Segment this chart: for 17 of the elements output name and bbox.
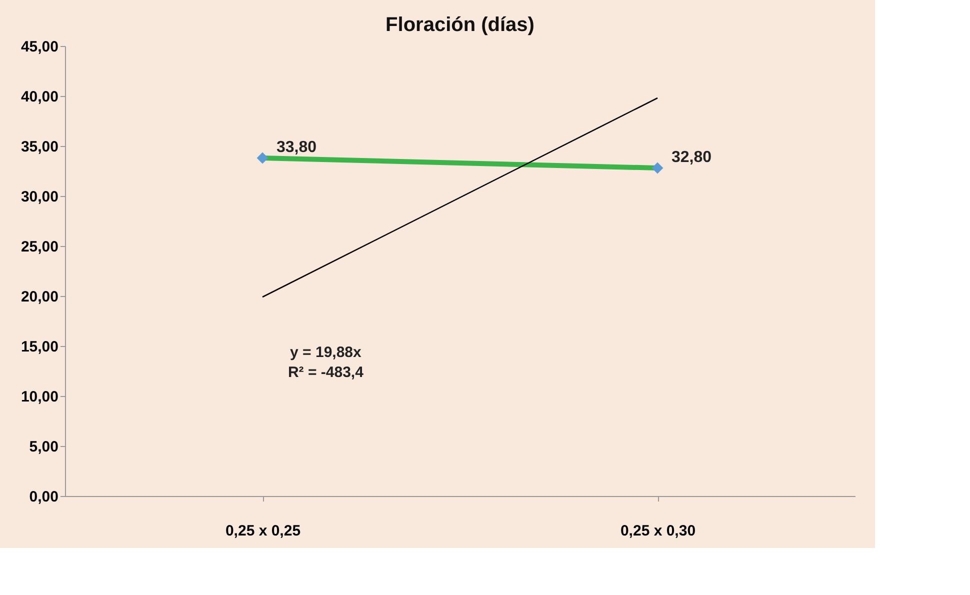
y-tick-label: 15,00 xyxy=(20,338,58,356)
data-label: 32,80 xyxy=(672,149,712,166)
y-tick-label: 10,00 xyxy=(20,388,58,406)
y-tick-label: 20,00 xyxy=(20,288,58,306)
y-tick-label: 40,00 xyxy=(20,88,58,106)
data-label: 33,80 xyxy=(276,139,317,156)
x-tick-label: 0,25 x 0,30 xyxy=(620,522,696,540)
y-tick-label: 25,00 xyxy=(20,238,58,256)
x-tick-label: 0,25 x 0,25 xyxy=(225,522,301,540)
annotation: y = 19,88x xyxy=(290,344,362,361)
y-tick-label: 5,00 xyxy=(29,438,58,456)
y-tick-label: 0,00 xyxy=(29,488,58,506)
chart-title: Floración (días) xyxy=(386,14,534,36)
y-tick-label: 45,00 xyxy=(20,38,58,56)
y-tick-label: 30,00 xyxy=(20,188,58,206)
annotation: R² = -483,4 xyxy=(288,364,364,381)
y-tick-label: 35,00 xyxy=(20,138,58,156)
